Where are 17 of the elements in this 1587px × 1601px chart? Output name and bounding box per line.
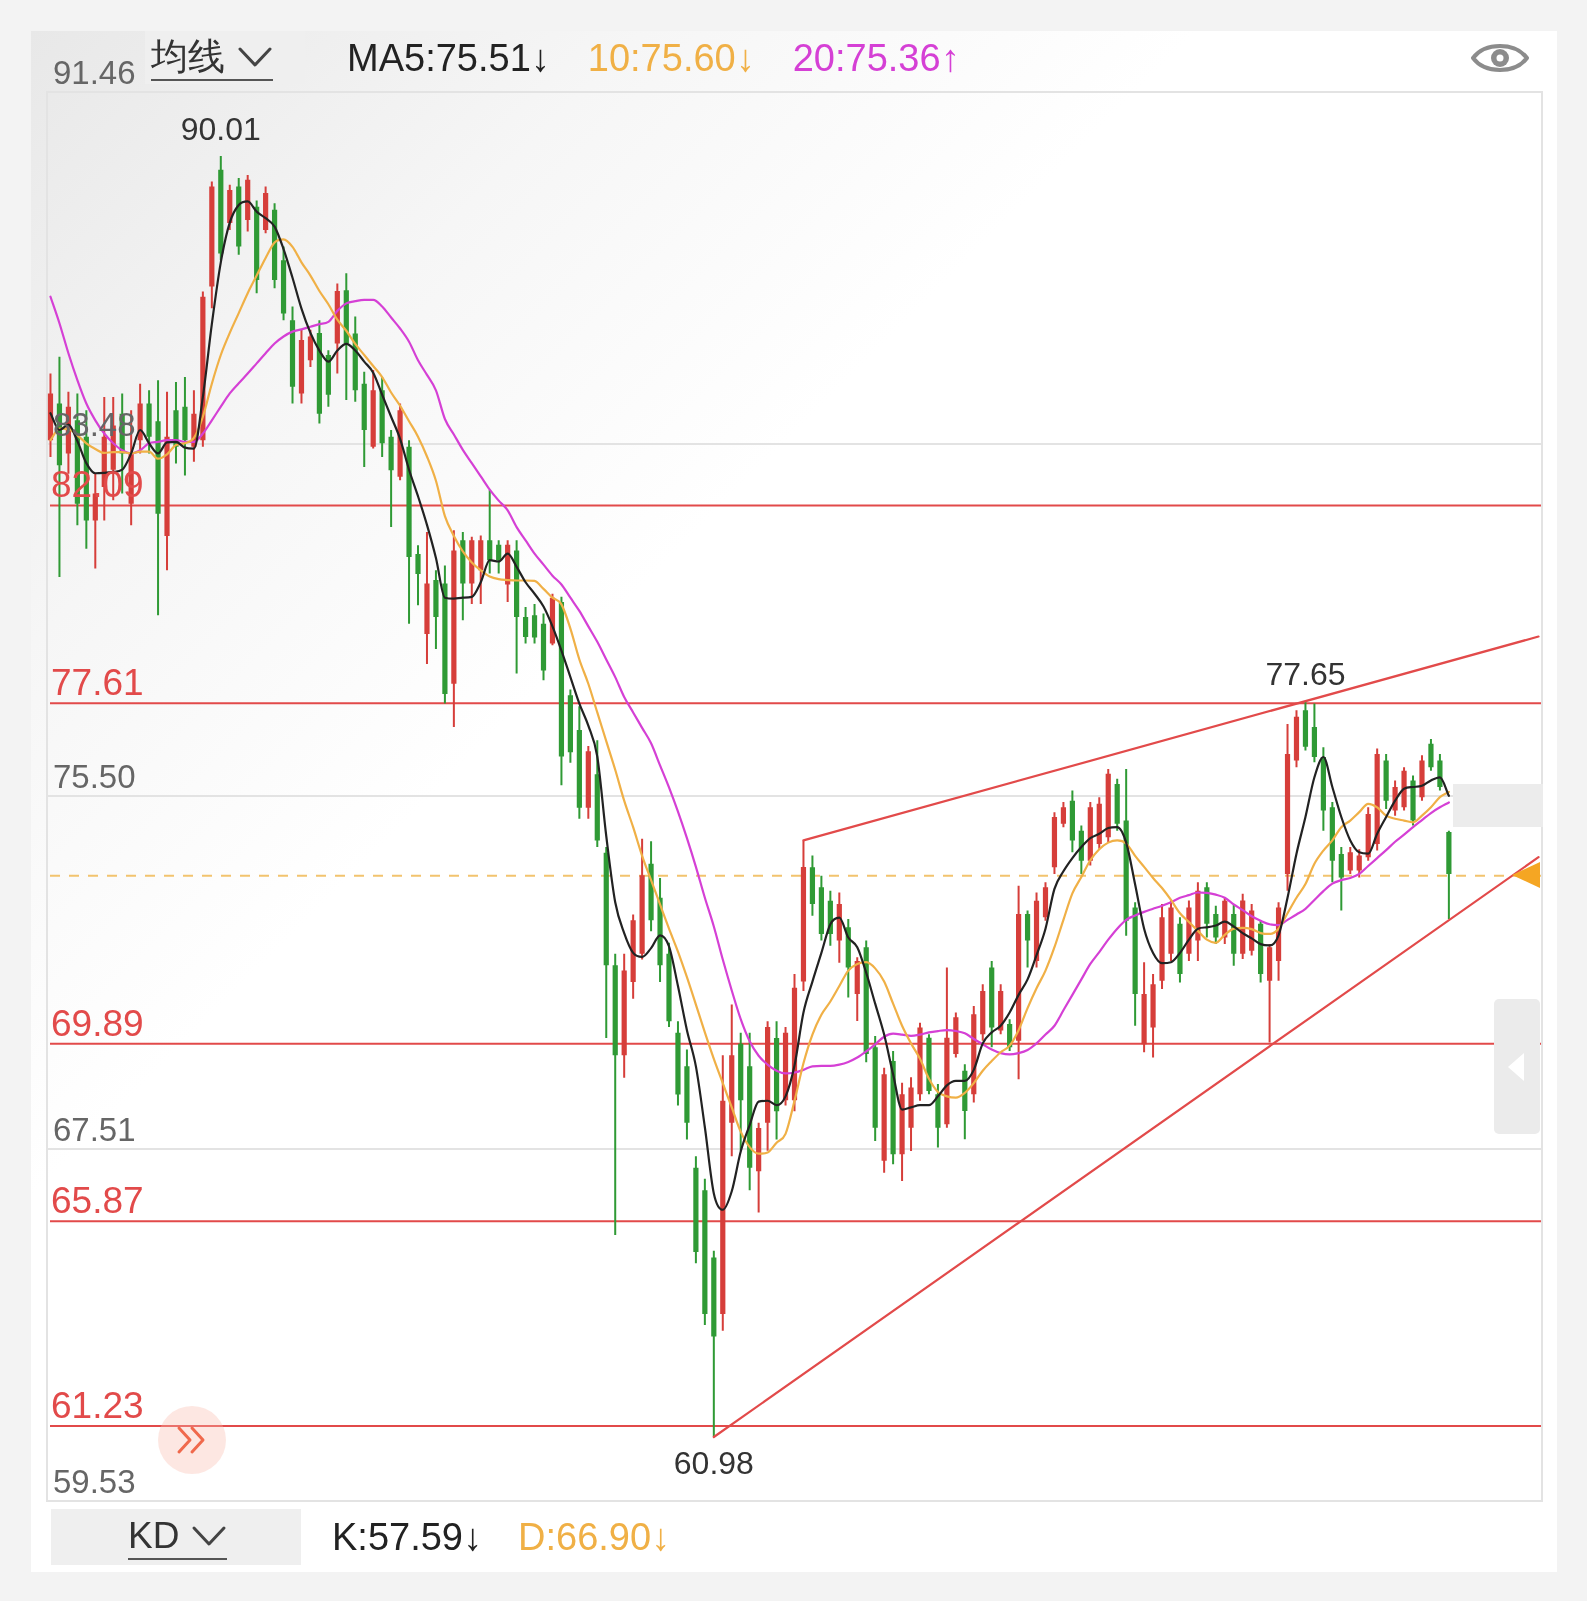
y-tick-label: 75.50 xyxy=(53,758,136,796)
y-tick-label: 67.51 xyxy=(53,1110,136,1148)
ref-line-label: 69.89 xyxy=(51,1002,144,1044)
text: 10:75.60↓ xyxy=(587,36,755,80)
annotation: 60.98 xyxy=(673,1444,754,1481)
ref-line-label: 77.61 xyxy=(51,662,144,704)
ref-line-label: 61.23 xyxy=(51,1384,144,1426)
annotation: 77.65 xyxy=(1265,656,1346,693)
y-tick-label: 59.53 xyxy=(53,1463,136,1500)
dropdown-field: KD xyxy=(51,1509,301,1565)
text: 20:75.36↑ xyxy=(792,36,960,80)
annotation: 90.01 xyxy=(180,110,261,147)
text: D:66.90↓ xyxy=(518,1515,671,1559)
text: MA5:75.51↓ xyxy=(347,36,550,80)
text: K:57.59↓ xyxy=(332,1515,482,1559)
y-tick-label: 91.46 xyxy=(53,54,136,91)
ref-line-label: 65.87 xyxy=(51,1180,144,1222)
